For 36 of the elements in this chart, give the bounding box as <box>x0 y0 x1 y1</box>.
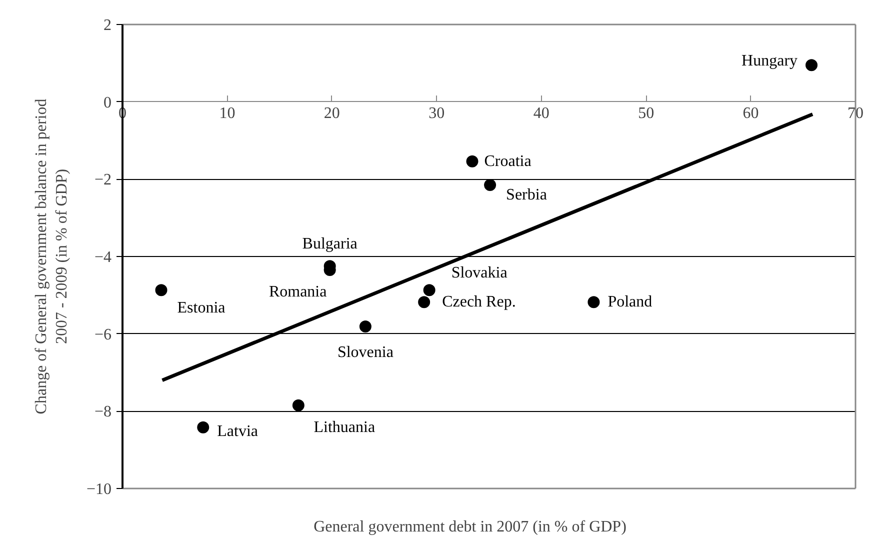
y-tick-label: −6 <box>94 326 112 344</box>
series-label: Czech Rep. <box>442 294 516 311</box>
series-label: Bulgaria <box>302 236 358 253</box>
point <box>806 59 818 72</box>
point <box>292 399 304 412</box>
series-label: Latvia <box>217 422 258 440</box>
point <box>466 155 478 168</box>
series-label: Croatia <box>484 152 532 170</box>
x-axis-title: General government debt in 2007 (in % of GDP) <box>314 518 626 536</box>
x-tick-label: 60 <box>742 104 759 122</box>
y-tick-label: −8 <box>94 404 112 421</box>
point <box>359 320 372 332</box>
point <box>423 284 436 296</box>
y-tick-label: −2 <box>94 172 112 189</box>
x-tick-label: 30 <box>428 104 445 122</box>
y-tick-label: −4 <box>94 249 112 266</box>
series-label: Slovakia <box>451 264 508 282</box>
point <box>484 178 496 191</box>
y-tick-label: −10 <box>86 481 112 498</box>
x-tick-label: 20 <box>324 104 340 122</box>
y-axis-title: Change of General government balance in period 2007 - 2009 (in % of GDP) <box>33 98 70 414</box>
series-label: Lithuania <box>314 418 376 436</box>
y-tick-label: 2 <box>104 17 112 34</box>
x-tick-label: 50 <box>638 104 654 122</box>
series-label: Slovenia <box>337 344 394 361</box>
x-tick-label: 40 <box>533 104 550 122</box>
series-label: Serbia <box>506 186 547 204</box>
x-tick-label: 10 <box>219 104 236 122</box>
point <box>155 284 168 296</box>
point <box>418 296 430 308</box>
point <box>197 421 210 434</box>
series-label: Poland <box>608 294 652 311</box>
point <box>588 296 600 308</box>
series-label: Hungary <box>742 52 798 70</box>
series-label: Romania <box>268 284 327 301</box>
series-label: Estonia <box>177 300 226 317</box>
